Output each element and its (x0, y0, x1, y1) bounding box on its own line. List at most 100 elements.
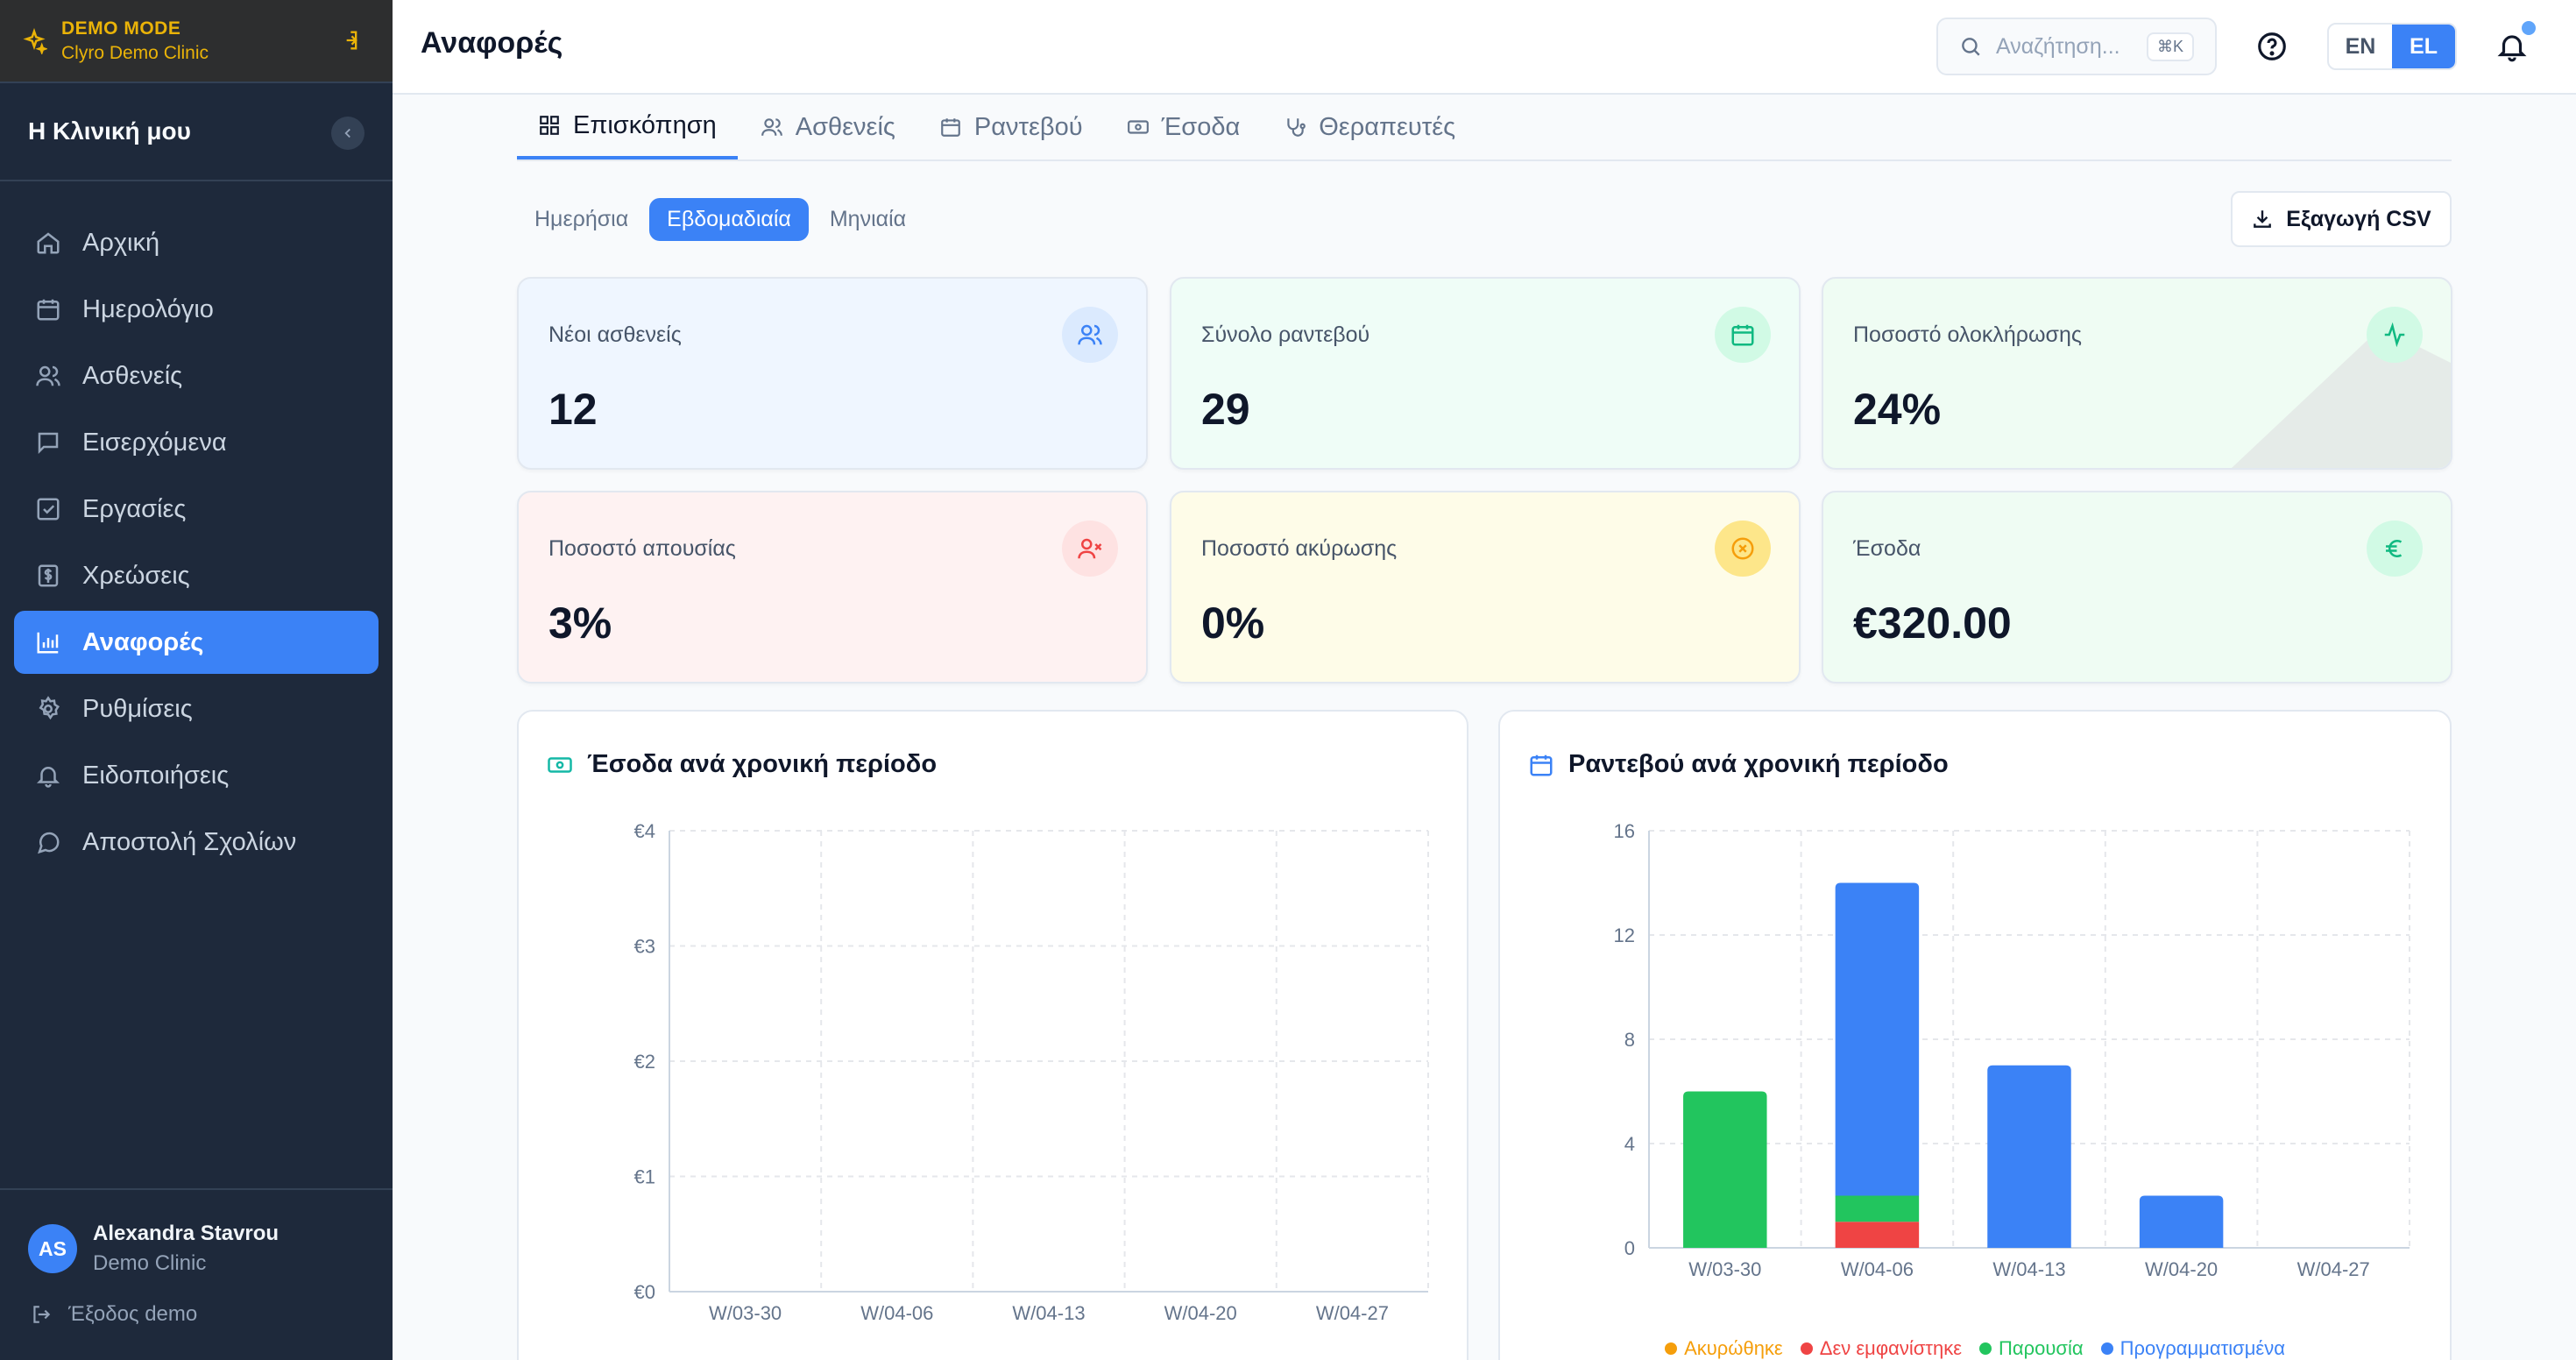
receipt-icon (38, 564, 59, 587)
sidebar-item-inbox[interactable]: Εισερχόμενα (14, 411, 379, 474)
legend-item[interactable]: Ακυρώθηκε (1665, 1337, 1783, 1360)
legend-label: Προγραμματισμένα (2120, 1337, 2285, 1359)
sidebar-item-tasks[interactable]: Εργασίες (14, 478, 379, 541)
period-daily-button[interactable]: Ημερήσια (534, 207, 629, 231)
sidebar-item-label: Ασθενείς (82, 361, 183, 390)
period-weekly-button[interactable]: Εβδομαδιαία (649, 198, 809, 241)
logout-icon (33, 1306, 51, 1323)
legend-item[interactable]: Δεν εμφανίστηκε (1800, 1337, 1962, 1360)
stat-value: 12 (548, 385, 598, 434)
demo-banner: DEMO MODE Clyro Demo Clinic (0, 0, 393, 83)
stat-icon-badge (2367, 307, 2423, 363)
tab-appointments[interactable]: Ραντεβού (918, 95, 1104, 159)
legend-dot (1665, 1342, 1678, 1355)
calendar-icon (1731, 324, 1754, 346)
calendar-icon (1530, 754, 1553, 776)
bar-segment (1835, 1222, 1920, 1248)
sidebar-item-notifications[interactable]: Ειδοποιήσεις (14, 744, 379, 807)
stat-card-revenue: Έσοδα €320.00 (1822, 491, 2452, 684)
exit-demo-icon[interactable] (336, 28, 361, 53)
language-switcher: EN EL (2327, 23, 2457, 70)
sidebar-item-label: Αναφορές (82, 627, 204, 656)
sidebar-item-calendar[interactable]: Ημερολόγιο (14, 278, 379, 341)
sidebar-item-settings[interactable]: Ρυθμίσεις (14, 677, 379, 740)
sidebar-item-patients[interactable]: Ασθενείς (14, 344, 379, 407)
stat-value: €320.00 (1853, 599, 2012, 648)
chart-title-text: Έσοδα ανά χρονική περίοδο (587, 750, 938, 778)
sidebar-item-feedback[interactable]: Αποστολή Σχολίων (14, 811, 379, 874)
sidebar-item-label: Ημερολόγιο (82, 294, 214, 323)
search-icon (1962, 38, 1980, 56)
search-shortcut-badge: ⌘K (2146, 32, 2194, 61)
export-csv-button[interactable]: Εξαγωγή CSV (2231, 191, 2452, 247)
calendar-icon (941, 118, 960, 137)
x-tick-label: W/03-30 (1688, 1258, 1761, 1280)
stat-icon-badge (1062, 521, 1118, 577)
stat-label: Ποσοστό απουσίας (548, 536, 736, 561)
help-icon[interactable] (2255, 30, 2289, 63)
y-tick-label: €3 (634, 936, 655, 958)
logout-demo-button[interactable]: Έξοδος demo (0, 1276, 393, 1327)
chevron-left-icon (344, 128, 350, 138)
period-monthly-button[interactable]: Μηνιαία (829, 207, 907, 231)
tab-patients[interactable]: Ασθενείς (740, 95, 916, 159)
collapse-sidebar-button[interactable] (331, 117, 364, 150)
appointments-bar-chart: 0 4 8 12 16 W/03-30 W/04-06 W/04-13 W/04-20 W/04-… (1614, 820, 2410, 1280)
search-input[interactable]: Αναζήτηση... ⌘K (1936, 18, 2217, 75)
y-tick-label: 12 (1614, 924, 1635, 946)
stat-value: 29 (1201, 385, 1250, 434)
legend-label: Ακυρώθηκε (1684, 1337, 1783, 1359)
y-tick-label: €2 (634, 1051, 655, 1073)
bar-segment (1835, 882, 1920, 1196)
appointments-chart-title: Ραντεβού ανά χρονική περίοδο (1528, 750, 1949, 779)
revenue-line-chart: €0 €1 €2 €3 €4 W/03-30 W/04-06 W/04-13 W/04-20 W/… (634, 820, 1429, 1324)
checkbox-icon (37, 498, 60, 521)
bar-segment (1683, 1091, 1767, 1248)
chart-title-text: Ραντεβού ανά χρονική περίοδο (1568, 750, 1949, 778)
page-title: Αναφορές (421, 26, 563, 60)
legend-dot (1800, 1342, 1813, 1355)
calendar-icon (37, 299, 60, 321)
lang-en-button[interactable]: EN (2345, 33, 2376, 59)
sidebar: DEMO MODE Clyro Demo Clinic Η Κλινική μο… (0, 0, 393, 1360)
sidebar-item-billing[interactable]: Χρεώσεις (14, 544, 379, 607)
sidebar-item-home[interactable]: Αρχική (14, 211, 379, 274)
x-tick-label: W/04-20 (2145, 1258, 2218, 1280)
sparkles-icon (23, 27, 47, 54)
tab-overview[interactable]: Επισκόπηση (517, 95, 738, 159)
users-icon (36, 365, 60, 386)
sidebar-item-reports[interactable]: Αναφορές (14, 611, 379, 674)
tab-label: Ραντεβού (973, 112, 1083, 141)
stat-label: Νέοι ασθενείς (548, 322, 682, 347)
report-tabs: Επισκόπηση Ασθενείς Ραντεβού Έσοδα Θεραπ… (517, 95, 2452, 161)
sidebar-item-label: Αποστολή Σχολίων (82, 827, 297, 856)
y-tick-label: €0 (634, 1281, 655, 1303)
y-tick-label: €1 (634, 1166, 655, 1188)
tab-revenue[interactable]: Έσοδα (1106, 95, 1262, 159)
clinic-switcher: Η Κλινική μου (0, 83, 393, 181)
legend-dot (2100, 1342, 2113, 1355)
period-selector: Ημερήσια Εβδομαδιαία Μηνιαία (517, 198, 927, 241)
clinic-name: Η Κλινική μου (28, 117, 191, 145)
banknote-icon (548, 756, 572, 773)
user-profile[interactable]: AS Alexandra Stavrou Demo Clinic (0, 1190, 393, 1276)
legend-item[interactable]: Παρουσία (1979, 1337, 2084, 1360)
revenue-chart-card: Έσοδα ανά χρονική περίοδο €0 €1 €2 €3 €4 W/03… (517, 710, 1468, 1360)
sidebar-item-label: Αρχική (82, 228, 160, 257)
stat-value: 0% (1201, 599, 1265, 648)
bar-segment (2139, 1195, 2224, 1248)
tab-label: Θεραπευτές (1319, 112, 1456, 141)
legend-item[interactable]: Προγραμματισμένα (2100, 1337, 2285, 1360)
chat-bubble-icon (38, 832, 60, 854)
lang-el-button[interactable]: EL (2392, 25, 2455, 68)
bar-chart-icon (37, 632, 59, 654)
notification-badge-dot (2522, 21, 2536, 35)
notifications-bell-icon[interactable] (2495, 30, 2529, 63)
tab-therapists[interactable]: Θεραπευτές (1263, 95, 1476, 159)
user-panel: AS Alexandra Stavrou Demo Clinic Έξοδος … (0, 1188, 393, 1360)
x-tick-label: W/04-13 (1992, 1258, 2065, 1280)
stethoscope-icon (1287, 118, 1306, 137)
top-header: Αναφορές Αναζήτηση... ⌘K EN EL (393, 0, 2576, 95)
sidebar-item-label: Ρυθμίσεις (82, 694, 193, 723)
x-tick-label: W/04-20 (1164, 1302, 1237, 1324)
